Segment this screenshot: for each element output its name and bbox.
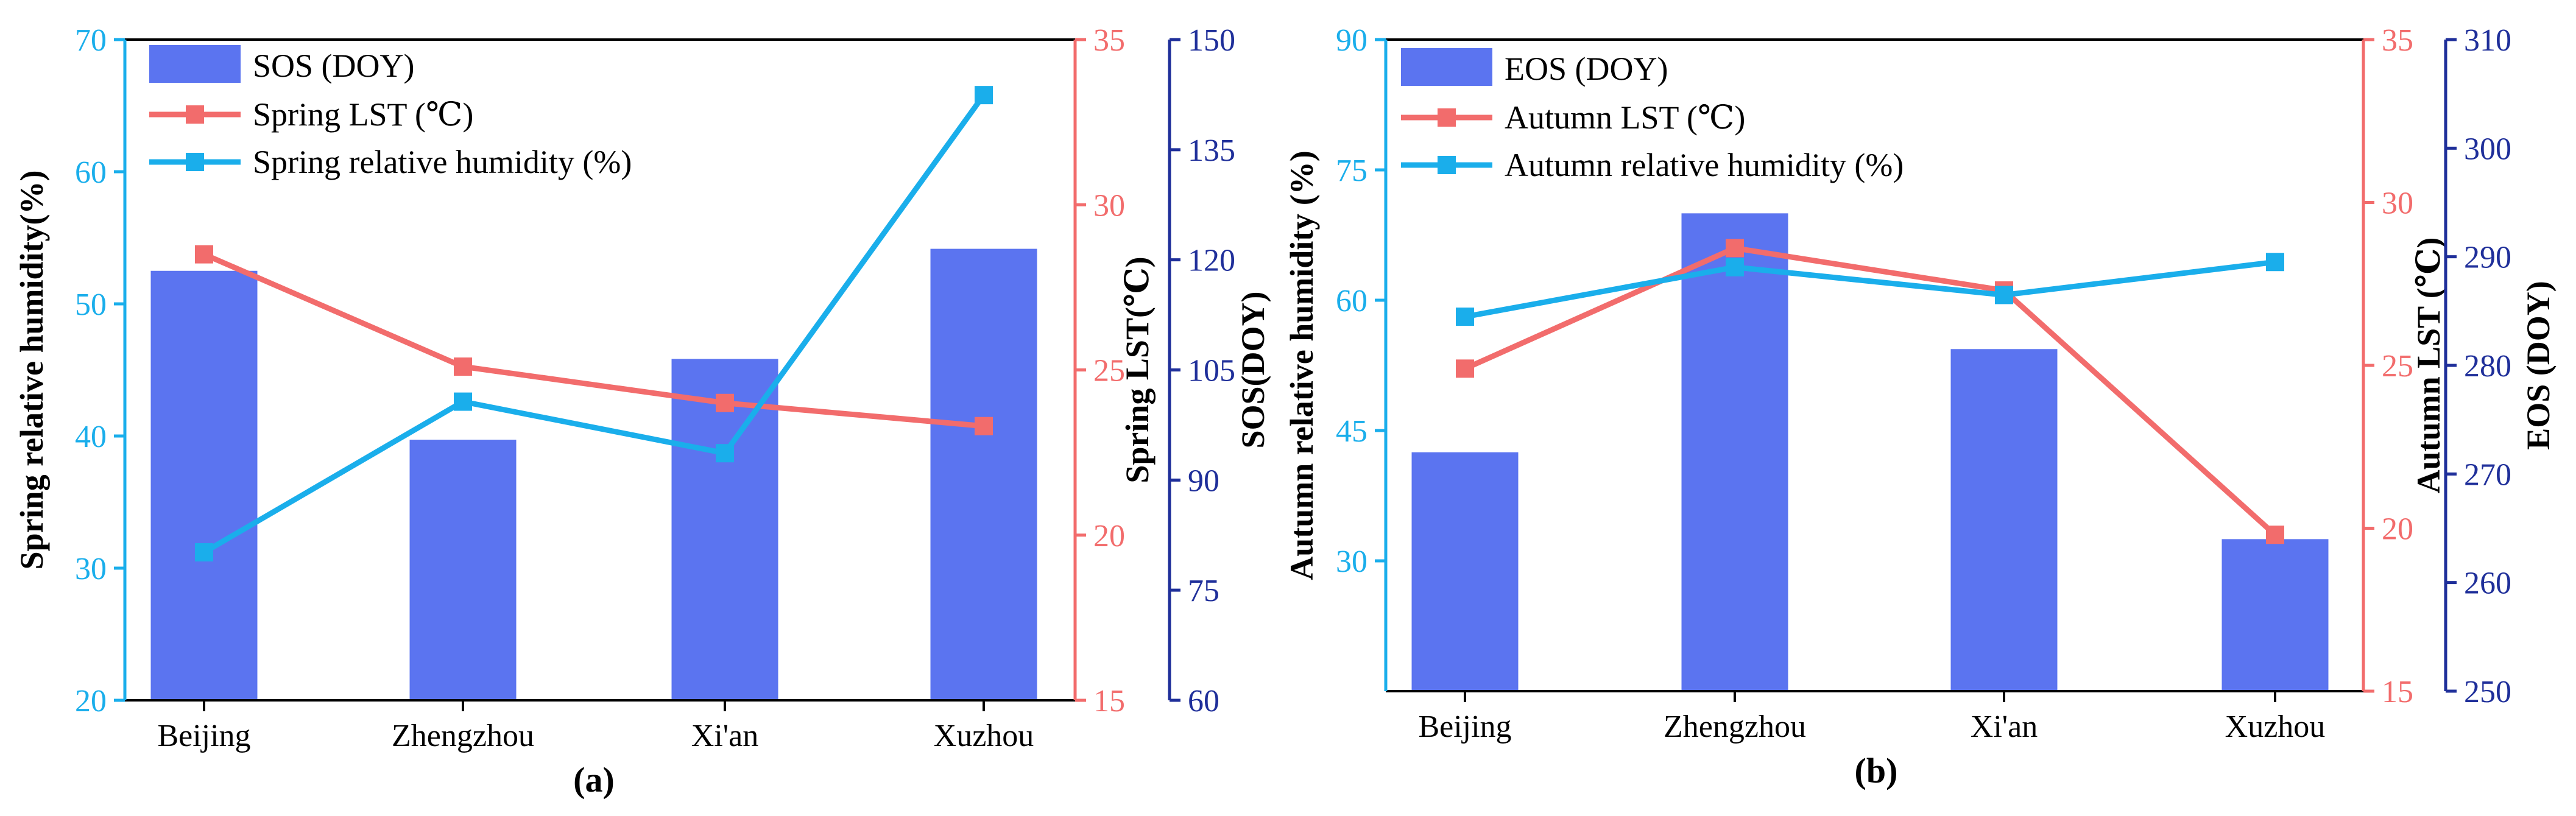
lst-tick-label: 25 bbox=[2382, 349, 2413, 384]
bar-beijing bbox=[1411, 452, 1519, 691]
doy-tick-label: 260 bbox=[2464, 566, 2511, 601]
lst-tick-label: 35 bbox=[2382, 23, 2413, 58]
x-tick-label: Xi'an bbox=[691, 719, 758, 753]
x-tick-label: Beijing bbox=[157, 719, 250, 753]
rh-tick-label: 30 bbox=[75, 552, 107, 586]
doy-tick-label: 250 bbox=[2464, 675, 2511, 709]
humidity-marker-beijing bbox=[1456, 308, 1474, 326]
doy-axis-title: SOS(DOY) bbox=[1235, 291, 1271, 448]
lst-tick-label: 30 bbox=[1093, 188, 1125, 223]
humidity-marker-beijing bbox=[195, 543, 213, 561]
bar-xuzhou bbox=[930, 248, 1037, 700]
lst-line bbox=[203, 251, 984, 429]
bar-zhengzhou bbox=[1681, 213, 1788, 691]
x-tick-label: Xi'an bbox=[1971, 709, 2038, 744]
lst-tick-label: 35 bbox=[1093, 23, 1125, 58]
doy-tick-label: 105 bbox=[1188, 354, 1235, 389]
rh-tick-label: 75 bbox=[1336, 153, 1367, 188]
lst-axis-title: Autumn LST (℃) bbox=[2410, 237, 2447, 494]
lst-marker-beijing bbox=[1456, 359, 1474, 378]
x-tick-label: Xuzhou bbox=[934, 719, 1034, 753]
doy-tick-label: 280 bbox=[2464, 349, 2511, 384]
rh-tick-label: 45 bbox=[1336, 414, 1367, 449]
humidity-marker-xuzhou bbox=[2266, 253, 2284, 272]
bar-xian bbox=[671, 359, 778, 700]
rh-tick-label: 20 bbox=[75, 684, 107, 719]
bar-zhengzhou bbox=[409, 440, 517, 700]
doy-tick-label: 300 bbox=[2464, 132, 2511, 166]
lst-tick-label: 25 bbox=[1093, 354, 1125, 389]
rh-tick-label: 90 bbox=[1336, 23, 1367, 58]
rh-tick-label: 60 bbox=[1336, 284, 1367, 318]
doy-tick-label: 90 bbox=[1188, 463, 1219, 498]
bar-xian bbox=[1950, 349, 2058, 691]
lst-marker-zhengzhou bbox=[454, 357, 472, 376]
rh-tick-label: 30 bbox=[1336, 544, 1367, 579]
rh-axis-title: Spring relative humidity(%) bbox=[13, 170, 50, 569]
humidity-marker-xian bbox=[1995, 286, 2013, 304]
doy-axis-title: EOS (DOY) bbox=[2520, 281, 2557, 450]
legend-label-humidity: Autumn relative humidity (%) bbox=[1505, 147, 1904, 183]
x-tick-label: Xuzhou bbox=[2225, 709, 2326, 744]
bar-beijing bbox=[150, 270, 258, 700]
doy-tick-label: 270 bbox=[2464, 457, 2511, 492]
legend-label-lst: Spring LST (℃) bbox=[253, 96, 473, 133]
lst-marker-xuzhou bbox=[975, 417, 993, 435]
rh-axis-title: Autumn relative humidity (%) bbox=[1283, 150, 1320, 580]
lst-marker-zhengzhou bbox=[1726, 239, 1744, 258]
legend-label-humidity: Spring relative humidity (%) bbox=[253, 144, 632, 180]
chart-panel-b: 30 45 60 75 90 Autumn relative humidity (%) 15… bbox=[1283, 23, 2557, 790]
legend-swatch-humidity-marker bbox=[1438, 156, 1456, 174]
lst-marker-xian bbox=[716, 393, 734, 412]
humidity-marker-xian bbox=[716, 444, 734, 463]
lst-axis-title: Spring LST(℃) bbox=[1119, 256, 1156, 483]
humidity-marker-xuzhou bbox=[975, 86, 993, 105]
legend-label-bar: EOS (DOY) bbox=[1505, 51, 1668, 87]
lst-tick-label: 20 bbox=[2382, 512, 2413, 547]
doy-tick-label: 60 bbox=[1188, 684, 1219, 719]
legend-swatch-lst-marker bbox=[1438, 108, 1456, 127]
legend-label-bar: SOS (DOY) bbox=[253, 47, 415, 84]
legend-swatch-bar bbox=[1401, 48, 1492, 86]
legend-swatch-lst-marker bbox=[186, 105, 204, 124]
chart-panel-a: 20 30 40 50 60 70 Spring relative humidity(%) 1… bbox=[13, 23, 1271, 800]
legend-label-lst: Autumn LST (℃) bbox=[1505, 99, 1745, 136]
doy-tick-label: 310 bbox=[2464, 23, 2511, 58]
doy-tick-label: 150 bbox=[1188, 23, 1235, 58]
x-tick-label: Beijing bbox=[1418, 709, 1511, 744]
humidity-marker-zhengzhou bbox=[454, 392, 472, 411]
rh-tick-label: 40 bbox=[75, 420, 107, 454]
lst-tick-label: 15 bbox=[1093, 684, 1125, 719]
doy-tick-label: 120 bbox=[1188, 244, 1235, 278]
doy-tick-label: 135 bbox=[1188, 133, 1235, 168]
x-tick-label: Zhengzhou bbox=[1664, 709, 1806, 744]
panel-label: (a) bbox=[573, 760, 615, 800]
panel-label: (b) bbox=[1855, 751, 1898, 790]
lst-tick-label: 20 bbox=[1093, 519, 1125, 554]
humidity-marker-zhengzhou bbox=[1726, 258, 1744, 276]
legend-swatch-bar bbox=[149, 45, 241, 83]
rh-tick-label: 70 bbox=[75, 23, 107, 58]
x-tick-label: Zhengzhou bbox=[392, 719, 534, 753]
lst-marker-xuzhou bbox=[2266, 526, 2284, 544]
lst-tick-label: 30 bbox=[2382, 186, 2413, 221]
doy-tick-label: 290 bbox=[2464, 241, 2511, 275]
lst-tick-label: 15 bbox=[2382, 675, 2413, 709]
legend-swatch-humidity-marker bbox=[186, 153, 204, 171]
lst-line bbox=[1464, 245, 2278, 537]
bar-xuzhou bbox=[2221, 539, 2329, 691]
rh-tick-label: 50 bbox=[75, 287, 107, 322]
doy-tick-label: 75 bbox=[1188, 574, 1219, 608]
humidity-line bbox=[1464, 259, 2276, 320]
humidity-line bbox=[202, 93, 986, 555]
rh-tick-label: 60 bbox=[75, 155, 107, 190]
lst-marker-beijing bbox=[195, 245, 213, 264]
